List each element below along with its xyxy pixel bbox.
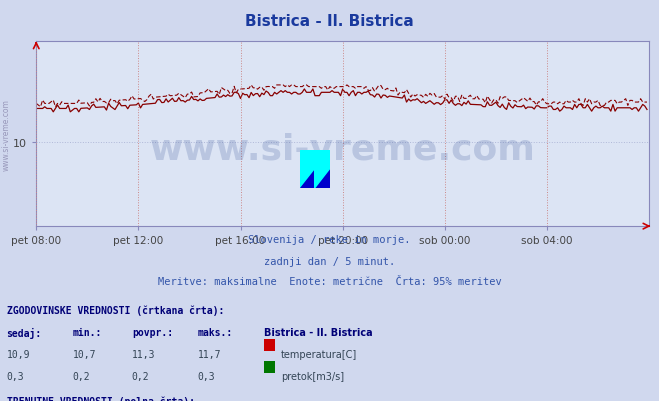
Text: 11,3: 11,3 <box>132 349 156 359</box>
Text: ZGODOVINSKE VREDNOSTI (črtkana črta):: ZGODOVINSKE VREDNOSTI (črtkana črta): <box>7 305 224 315</box>
Text: 10,7: 10,7 <box>72 349 96 359</box>
Text: Slovenija / reke in morje.: Slovenija / reke in morje. <box>248 235 411 245</box>
Text: 0,3: 0,3 <box>7 371 24 381</box>
Text: pretok[m3/s]: pretok[m3/s] <box>281 371 344 381</box>
Text: maks.:: maks.: <box>198 327 233 337</box>
Polygon shape <box>300 150 330 188</box>
Text: www.si-vreme.com: www.si-vreme.com <box>150 132 536 166</box>
Text: 10,9: 10,9 <box>7 349 30 359</box>
Text: sedaj:: sedaj: <box>7 327 42 338</box>
Text: Bistrica - Il. Bistrica: Bistrica - Il. Bistrica <box>245 14 414 29</box>
Text: 0,2: 0,2 <box>132 371 150 381</box>
Text: Bistrica - Il. Bistrica: Bistrica - Il. Bistrica <box>264 327 372 337</box>
Text: 0,2: 0,2 <box>72 371 90 381</box>
Text: Meritve: maksimalne  Enote: metrične  Črta: 95% meritev: Meritve: maksimalne Enote: metrične Črta… <box>158 277 501 287</box>
Text: temperatura[C]: temperatura[C] <box>281 349 357 359</box>
Text: min.:: min.: <box>72 327 102 337</box>
Text: www.si-vreme.com: www.si-vreme.com <box>2 99 11 170</box>
Text: povpr.:: povpr.: <box>132 327 173 337</box>
Text: TRENUTNE VREDNOSTI (polna črta):: TRENUTNE VREDNOSTI (polna črta): <box>7 395 194 401</box>
Text: zadnji dan / 5 minut.: zadnji dan / 5 minut. <box>264 257 395 267</box>
Polygon shape <box>315 150 330 188</box>
Text: 0,3: 0,3 <box>198 371 215 381</box>
Text: 11,7: 11,7 <box>198 349 221 359</box>
Polygon shape <box>300 150 330 188</box>
